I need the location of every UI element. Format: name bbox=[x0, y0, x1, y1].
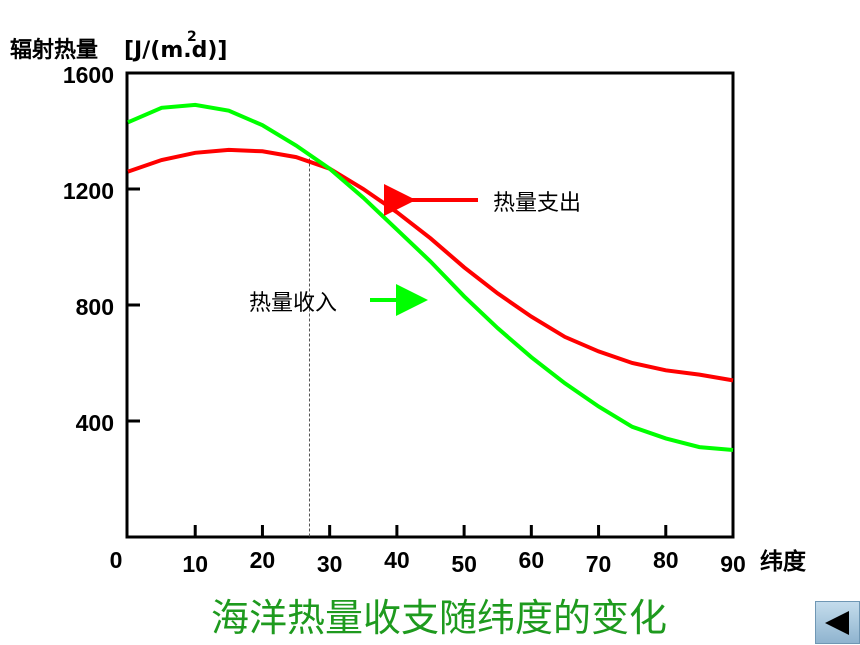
y-axis-unit-superscript: 2 bbox=[187, 29, 197, 45]
y-tick-label: 800 bbox=[76, 294, 114, 320]
y-tick-label: 400 bbox=[76, 410, 114, 436]
annotation-expenditure: 热量支出 bbox=[493, 191, 581, 216]
x-tick-label: 90 bbox=[720, 551, 746, 577]
series-line-expenditure bbox=[127, 147, 734, 383]
y-tick-label: 1600 bbox=[63, 62, 114, 88]
series-line-income bbox=[127, 102, 734, 452]
prev-slide-button[interactable] bbox=[815, 601, 860, 644]
y-axis-title: 辐射热量 bbox=[10, 37, 98, 63]
plot-area bbox=[125, 71, 735, 539]
x-tick-label: 50 bbox=[451, 551, 477, 577]
y-tick-label: 1200 bbox=[63, 178, 114, 204]
x-tick-label: 10 bbox=[182, 551, 208, 577]
triangle-left-icon bbox=[825, 611, 849, 635]
x-axis-title: 纬度 bbox=[760, 548, 807, 575]
annotation-income: 热量收入 bbox=[249, 291, 337, 316]
x-tick-label: 30 bbox=[317, 551, 343, 577]
x-tick-label: 40 bbox=[384, 547, 410, 573]
x-tick-label: 20 bbox=[250, 547, 276, 573]
x-tick-label: 70 bbox=[586, 551, 612, 577]
y-axis-unit: [J/(m.d)] bbox=[124, 38, 227, 63]
chart-caption: 海洋热量收支随纬度的变化 bbox=[210, 596, 667, 640]
x-tick-label: 60 bbox=[519, 547, 545, 573]
x-tick-label: 80 bbox=[653, 547, 679, 573]
x-tick-label: 0 bbox=[110, 547, 123, 573]
